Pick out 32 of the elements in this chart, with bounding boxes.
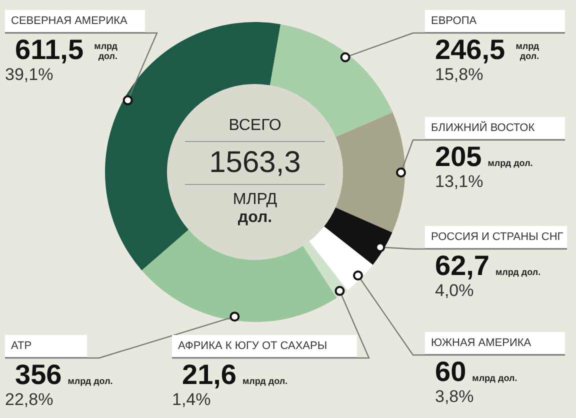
data-label: 60 — [435, 356, 466, 387]
slice-label: ЕВРОПА — [425, 10, 565, 33]
data-label: 21,6 — [182, 359, 236, 390]
slice-label: АФРИКА К ЮГУ ОТ САХАРЫ — [172, 335, 357, 358]
text: млрд дол. — [496, 267, 541, 277]
text: млрд дол. — [488, 158, 533, 168]
slice-label: СЕВЕРНАЯ АМЕРИКА — [5, 10, 145, 33]
data-label: 205 — [435, 141, 482, 172]
text: 1,4% — [172, 390, 212, 410]
text: 4,0% — [434, 281, 475, 301]
text: 39,1% — [5, 65, 54, 85]
data-label: 62,7 — [435, 250, 490, 281]
text: 15,8% — [434, 65, 484, 85]
data-label: 356 — [15, 359, 62, 390]
text: млрд дол. — [472, 373, 518, 383]
text: 13,1% — [434, 172, 484, 192]
slice-label: АТР — [5, 335, 87, 358]
text: млрд дол. — [94, 41, 118, 61]
text: млрд дол. — [516, 41, 540, 61]
text: 22,8% — [5, 390, 54, 410]
text: млрд дол. — [68, 376, 113, 386]
text: МЛРД — [232, 190, 278, 209]
text: 3,8% — [434, 387, 475, 407]
slice-label: РОССИЯ И СТРАНЫ СНГ — [425, 226, 567, 249]
text: 1563,3 — [185, 142, 325, 185]
text: дол. — [236, 209, 274, 227]
text: ВСЕГО — [185, 117, 325, 142]
data-label: 611,5 — [15, 34, 84, 65]
slice-label: ЮЖНАЯ АМЕРИКА — [425, 332, 565, 355]
slice-label: БЛИЖНИЙ ВОСТОК — [425, 117, 565, 140]
text: млрд дол. — [242, 376, 288, 386]
data-label: 246,5 — [435, 34, 506, 65]
